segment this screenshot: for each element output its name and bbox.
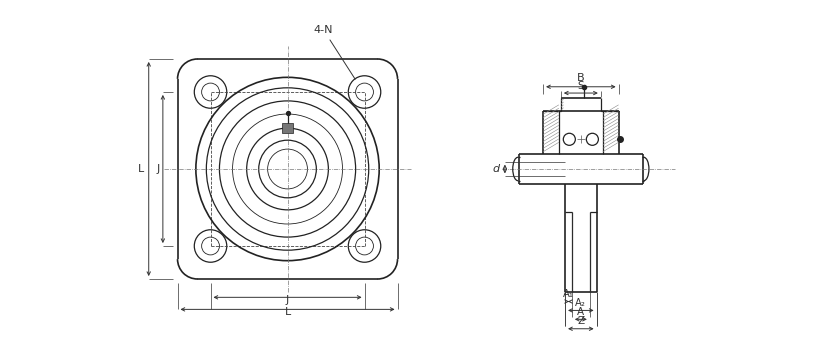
Text: A₁: A₁ — [563, 289, 574, 299]
Text: S: S — [578, 81, 584, 91]
Text: A: A — [577, 307, 584, 317]
Text: B: B — [577, 73, 584, 82]
Text: J: J — [286, 295, 289, 305]
Text: A₂: A₂ — [575, 298, 586, 308]
Text: d: d — [493, 164, 499, 174]
Text: L: L — [285, 307, 290, 317]
Text: 4-N: 4-N — [313, 25, 355, 79]
Text: L: L — [138, 164, 144, 174]
Text: J: J — [157, 164, 160, 174]
Text: Z: Z — [577, 316, 584, 326]
Bar — [282, 123, 293, 134]
